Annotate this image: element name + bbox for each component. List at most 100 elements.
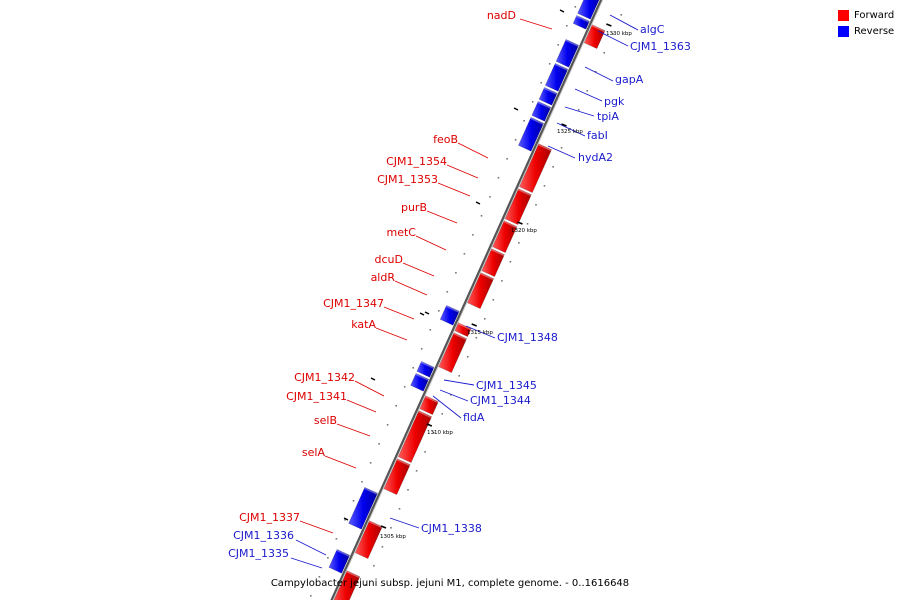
reverse-gene-block	[577, 0, 600, 20]
scale-tick-label: 1305 kbp	[380, 534, 406, 540]
forward-gene-label: purB	[401, 201, 427, 214]
backbone-dot	[310, 595, 312, 597]
forward-gene-block	[354, 520, 383, 559]
forward-gene-leader-line	[383, 306, 415, 320]
scale-tick-label: 1320 kbp	[511, 228, 537, 234]
backbone-dot	[361, 481, 363, 483]
scale-tick-label: 1330 kbp	[606, 31, 632, 37]
reverse-gene-block-cap	[576, 15, 590, 23]
reverse-gene-block	[572, 15, 590, 30]
backbone-dot	[497, 177, 500, 179]
reverse-gene-block-cap	[530, 117, 544, 125]
backbone-dot	[548, 63, 551, 65]
scale-minor-tick	[559, 9, 565, 13]
backbone-dot	[506, 158, 508, 160]
forward-gene-block	[333, 570, 361, 600]
scale-ticks: 1305 kbp 1310 kbp 1315 kbp 1320 kbp 1325 kbp…	[343, 9, 632, 540]
reverse-gene-block	[439, 305, 460, 326]
reverse-gene-label: CJM1_1336	[233, 529, 294, 542]
backbone-dot	[463, 253, 466, 255]
reverse-gene-blocks	[328, 0, 600, 574]
forward-gene-label: CJM1_1347	[323, 297, 384, 310]
backbone-dot	[429, 329, 432, 331]
backbone-dot	[369, 462, 372, 464]
forward-gene-block-cap	[396, 458, 411, 467]
scale-tick-mark	[426, 423, 433, 427]
reverse-gene-block-cap	[554, 63, 568, 71]
forward-gene-label: CJM1_1342	[294, 371, 355, 384]
reverse-gene-block	[555, 39, 580, 68]
forward-gene-block-cap	[591, 24, 605, 33]
forward-gene-leader-line	[346, 399, 377, 413]
backbone-dot	[420, 348, 423, 350]
backbone-dot	[344, 519, 346, 521]
backbone-dot	[386, 424, 389, 426]
forward-gene-leader-line	[446, 164, 479, 179]
forward-gene-leader-line	[457, 142, 489, 159]
backbone-dot	[407, 489, 409, 491]
backbone-dot	[540, 82, 542, 84]
reverse-gene-block	[538, 87, 558, 106]
reverse-gene-block-cap	[415, 373, 429, 381]
forward-gene-leader-line	[437, 182, 471, 197]
backbone-dot	[381, 546, 384, 548]
scale-tick-label: 1315 kbp	[467, 330, 493, 336]
forward-gene-block-cap	[457, 322, 472, 331]
scale-minor-tick	[419, 312, 425, 316]
reverse-gene-leader-line	[290, 557, 323, 569]
forward-gene-label: selA	[302, 446, 326, 459]
forward-gene-block	[419, 395, 439, 415]
forward-gene-label: CJM1_1341	[286, 390, 347, 403]
reverse-gene-leader-line	[584, 66, 614, 82]
forward-gene-block	[467, 272, 495, 309]
backbone-dot	[594, 71, 597, 73]
forward-gene-block	[438, 332, 468, 373]
backbone-dot	[446, 291, 449, 293]
reverse-gene-label: fldA	[463, 411, 485, 424]
scale-tick-label: 1310 kbp	[427, 430, 453, 436]
backbone-dot	[415, 470, 418, 472]
forward-gene-block-cap	[480, 272, 494, 281]
forward-gene-block	[397, 410, 433, 463]
forward-gene-block-cap	[538, 143, 552, 152]
forward-gene-label: CJM1_1353	[377, 173, 438, 186]
forward-gene-blocks	[333, 24, 606, 600]
forward-gene-block-cap	[346, 570, 360, 579]
legend-item-forward: Forward	[838, 8, 898, 23]
forward-gene-block	[504, 188, 532, 225]
genome-backbone	[330, 0, 603, 600]
reverse-gene-label: fabI	[587, 129, 608, 142]
backbone-dot	[441, 413, 443, 415]
reverse-gene-block-cap	[364, 487, 378, 495]
backbone-dot	[466, 356, 469, 358]
forward-gene-leader-line	[426, 210, 458, 224]
reverse-gene-block-cap	[543, 87, 558, 95]
forward-gene-leader-line	[354, 380, 385, 397]
forward-gene-label: CJM1_1354	[386, 155, 447, 168]
reverse-gene-block-cap	[420, 361, 435, 369]
forward-gene-label: selB	[314, 414, 337, 427]
backbone-dot	[458, 375, 460, 377]
forward-gene-block-cap	[503, 220, 517, 229]
reverse-gene-leader-line	[556, 122, 586, 137]
reverse-gene-label: hydA2	[578, 151, 613, 164]
backbone-dot	[603, 52, 605, 54]
reverse-gene-label: CJM1_1363	[630, 40, 691, 53]
scale-minor-tick	[424, 311, 430, 315]
backbone-dot	[438, 310, 440, 312]
scale-minor-tick	[343, 517, 349, 521]
backbone-dot	[390, 527, 392, 529]
scale-tick-mark	[471, 323, 477, 327]
reverse-gene-block-cap	[565, 39, 579, 47]
backbone-dot	[403, 386, 406, 388]
forward-gene-block-cap	[491, 248, 505, 257]
backbone-dot	[395, 405, 397, 407]
backbone-dot	[378, 443, 380, 445]
backbone-dot	[523, 120, 525, 122]
backbone-dot	[612, 33, 614, 35]
forward-gene-label: CJM1_1337	[239, 511, 300, 524]
reverse-gene-block	[531, 101, 552, 122]
backbone-dot	[574, 6, 577, 8]
backbone-dot	[586, 90, 588, 92]
reverse-swatch	[838, 26, 849, 37]
